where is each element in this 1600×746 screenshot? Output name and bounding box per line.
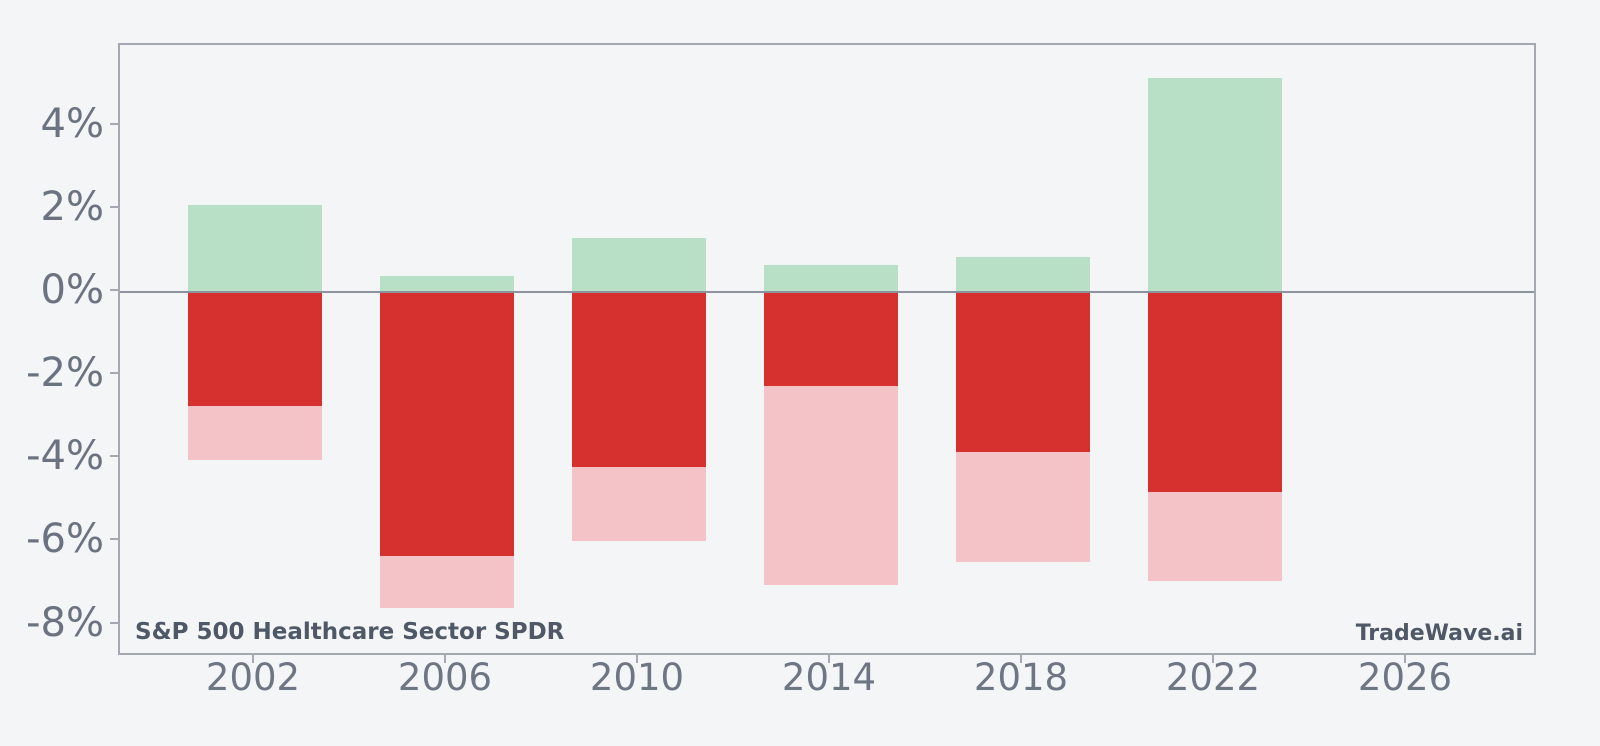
- x-tick-mark: [444, 655, 446, 663]
- x-tick-label-2018: 2018: [973, 656, 1069, 699]
- zero-baseline: [120, 291, 1534, 294]
- y-tick-label--6%: -6%: [26, 516, 104, 563]
- bar-segment-loss-2014: [763, 292, 899, 386]
- y-tick-label-4%: 4%: [40, 101, 104, 148]
- bars-layer: [120, 45, 1534, 653]
- bar-segment-extended-loss-2006: [379, 556, 515, 608]
- x-tick-label-2006: 2006: [397, 656, 493, 699]
- y-tick-label--2%: -2%: [26, 350, 104, 397]
- y-tick-mark: [110, 289, 118, 292]
- bar-segment-extended-loss-2002: [187, 406, 323, 461]
- bar-segment-gain-2010: [571, 238, 707, 293]
- x-tick-label-2022: 2022: [1165, 656, 1261, 699]
- x-tick-mark: [828, 655, 830, 663]
- x-tick-mark: [1212, 655, 1214, 663]
- bar-segment-loss-2022: [1147, 292, 1283, 492]
- x-tick-label-2026: 2026: [1357, 656, 1453, 699]
- y-tick-label--4%: -4%: [26, 433, 104, 480]
- bar-segment-gain-2014: [763, 265, 899, 293]
- x-tick-label-2010: 2010: [589, 656, 685, 699]
- y-tick-mark: [110, 372, 118, 375]
- x-tick-mark: [1020, 655, 1022, 663]
- plot-area: [118, 43, 1536, 655]
- y-tick-label--8%: -8%: [26, 599, 104, 646]
- y-tick-mark: [110, 621, 118, 624]
- bar-segment-extended-loss-2018: [955, 452, 1091, 563]
- x-tick-label-2002: 2002: [205, 656, 301, 699]
- bar-segment-loss-2006: [379, 292, 515, 557]
- x-tick-mark: [636, 655, 638, 663]
- x-tick-label-2014: 2014: [781, 656, 877, 699]
- bar-segment-loss-2002: [187, 292, 323, 407]
- y-tick-label-0%: 0%: [40, 267, 104, 314]
- x-tick-mark: [1404, 655, 1406, 663]
- y-tick-mark: [110, 455, 118, 458]
- bar-segment-extended-loss-2022: [1147, 491, 1283, 581]
- bar-segment-gain-2018: [955, 256, 1091, 293]
- y-tick-mark: [110, 206, 118, 209]
- chart-subject-label: S&P 500 Healthcare Sector SPDR: [135, 619, 565, 645]
- bar-segment-loss-2018: [955, 292, 1091, 453]
- bar-segment-loss-2010: [571, 292, 707, 467]
- y-tick-mark: [110, 538, 118, 541]
- x-tick-mark: [252, 655, 254, 663]
- y-tick-label-2%: 2%: [40, 184, 104, 231]
- bar-segment-extended-loss-2010: [571, 466, 707, 542]
- bar-segment-gain-2006: [379, 275, 515, 293]
- brand-watermark: TradeWave.ai: [1355, 621, 1523, 646]
- bar-segment-gain-2022: [1147, 78, 1283, 293]
- y-tick-mark: [110, 123, 118, 126]
- bar-segment-gain-2002: [187, 204, 323, 293]
- bar-segment-extended-loss-2014: [763, 385, 899, 586]
